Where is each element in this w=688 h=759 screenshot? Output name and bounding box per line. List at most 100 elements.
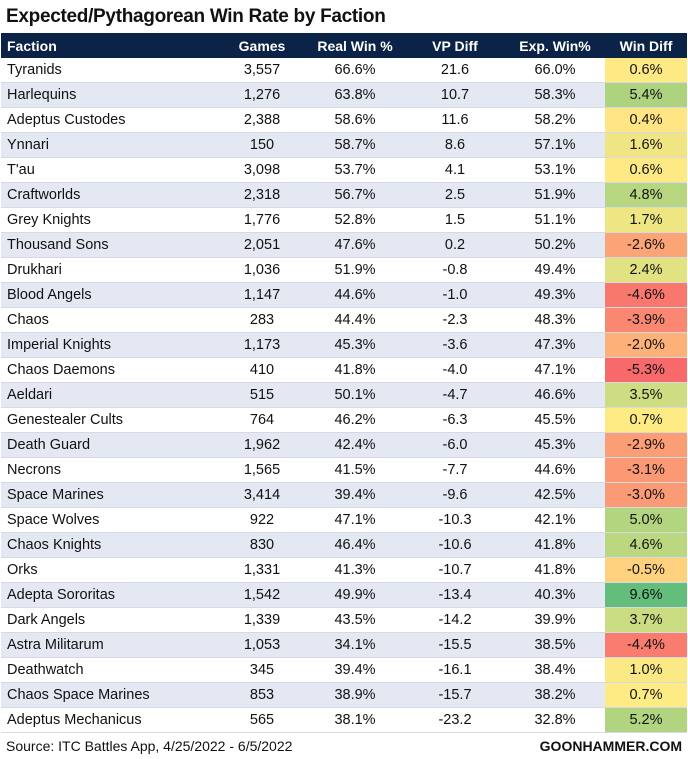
table-cell: -10.3 bbox=[405, 507, 505, 533]
table-cell: 53.7% bbox=[305, 157, 405, 183]
table-row: Chaos 283 44.4% -2.3 48.3% -3.9% bbox=[1, 307, 687, 333]
table-cell: 1,339 bbox=[219, 607, 305, 633]
table-cell: -1.0 bbox=[405, 282, 505, 308]
table-cell: 4.1 bbox=[405, 157, 505, 183]
table-cell: -3.9% bbox=[605, 307, 687, 333]
faction-cell: Necrons bbox=[1, 457, 219, 483]
table-cell: 66.6% bbox=[305, 58, 405, 83]
faction-cell: Genestealer Cults bbox=[1, 407, 219, 433]
faction-cell: Adepta Sororitas bbox=[1, 582, 219, 608]
table-cell: 46.6% bbox=[505, 382, 605, 408]
table-row: Dark Angels 1,339 43.5% -14.2 39.9% 3.7% bbox=[1, 607, 687, 633]
table-cell: 1,147 bbox=[219, 282, 305, 308]
table-cell: -7.7 bbox=[405, 457, 505, 483]
table-cell: 45.5% bbox=[505, 407, 605, 433]
table-row: T'au 3,098 53.7% 4.1 53.1% 0.6% bbox=[1, 157, 687, 183]
column-header: VP Diff bbox=[405, 33, 505, 58]
table-cell: 58.6% bbox=[305, 107, 405, 133]
table-cell: 1,776 bbox=[219, 207, 305, 233]
table-row: Grey Knights 1,776 52.8% 1.5 51.1% 1.7% bbox=[1, 207, 687, 233]
table-cell: 4.8% bbox=[605, 182, 687, 208]
table-cell: 51.9% bbox=[305, 257, 405, 283]
table-cell: 44.4% bbox=[305, 307, 405, 333]
table-cell: 1,542 bbox=[219, 582, 305, 608]
table-row: Adeptus Custodes 2,388 58.6% 11.6 58.2% 0.4% bbox=[1, 107, 687, 133]
table-cell: 48.3% bbox=[505, 307, 605, 333]
column-header: Games bbox=[219, 33, 305, 58]
table-row: Ynnari 150 58.7% 8.6 57.1% 1.6% bbox=[1, 132, 687, 158]
table-cell: 922 bbox=[219, 507, 305, 533]
faction-cell: Orks bbox=[1, 557, 219, 583]
table-cell: 47.1% bbox=[505, 357, 605, 383]
table-cell: 41.8% bbox=[505, 557, 605, 583]
table-cell: -0.5% bbox=[605, 557, 687, 583]
table-cell: -6.3 bbox=[405, 407, 505, 433]
table-cell: 345 bbox=[219, 657, 305, 683]
table-cell: 5.2% bbox=[605, 707, 687, 733]
table-cell: 515 bbox=[219, 382, 305, 408]
table-cell: 45.3% bbox=[305, 332, 405, 358]
table-cell: 49.4% bbox=[505, 257, 605, 283]
table-cell: -2.0% bbox=[605, 332, 687, 358]
table-cell: 40.3% bbox=[505, 582, 605, 608]
table-cell: 1,036 bbox=[219, 257, 305, 283]
table-cell: 32.8% bbox=[505, 707, 605, 733]
table-cell: 49.3% bbox=[505, 282, 605, 308]
faction-cell: Chaos Daemons bbox=[1, 357, 219, 383]
table-cell: 51.1% bbox=[505, 207, 605, 233]
table-cell: -14.2 bbox=[405, 607, 505, 633]
table-cell: -3.6 bbox=[405, 332, 505, 358]
table-row: Death Guard 1,962 42.4% -6.0 45.3% -2.9% bbox=[1, 432, 687, 458]
faction-cell: Space Marines bbox=[1, 482, 219, 508]
table-cell: 46.4% bbox=[305, 532, 405, 558]
table-cell: 38.9% bbox=[305, 682, 405, 708]
table-cell: 0.6% bbox=[605, 58, 687, 83]
table-cell: -3.1% bbox=[605, 457, 687, 483]
header-row: Faction Games Real Win % VP Diff Exp. Win% Wi… bbox=[1, 33, 687, 58]
faction-cell: Ynnari bbox=[1, 132, 219, 158]
table-cell: 10.7 bbox=[405, 82, 505, 108]
table-row: Space Marines 3,414 39.4% -9.6 42.5% -3.0% bbox=[1, 482, 687, 508]
table-cell: 47.1% bbox=[305, 507, 405, 533]
table-cell: -2.3 bbox=[405, 307, 505, 333]
table-cell: 41.3% bbox=[305, 557, 405, 583]
faction-cell: Chaos Space Marines bbox=[1, 682, 219, 708]
table-cell: -2.6% bbox=[605, 232, 687, 258]
table-cell: 2.4% bbox=[605, 257, 687, 283]
title: Expected/Pythagorean Win Rate by Faction bbox=[6, 6, 386, 27]
table-cell: 3,098 bbox=[219, 157, 305, 183]
table-cell: 38.5% bbox=[505, 632, 605, 658]
table-row: Adeptus Mechanicus 565 38.1% -23.2 32.8% 5.2% bbox=[1, 707, 687, 733]
table-cell: 44.6% bbox=[305, 282, 405, 308]
table-cell: -15.5 bbox=[405, 632, 505, 658]
table-row: Astra Militarum 1,053 34.1% -15.5 38.5% -4.4% bbox=[1, 632, 687, 658]
table-row: Chaos Space Marines 853 38.9% -15.7 38.2% 0.7… bbox=[1, 682, 687, 708]
table-cell: 41.5% bbox=[305, 457, 405, 483]
table-cell: 53.1% bbox=[505, 157, 605, 183]
table-cell: 47.3% bbox=[505, 332, 605, 358]
table-cell: 1.5 bbox=[405, 207, 505, 233]
table-cell: 39.9% bbox=[505, 607, 605, 633]
table: Faction Games Real Win % VP Diff Exp. Win% Wi… bbox=[1, 33, 687, 733]
table-cell: 1,962 bbox=[219, 432, 305, 458]
faction-cell: Thousand Sons bbox=[1, 232, 219, 258]
faction-cell: Craftworlds bbox=[1, 182, 219, 208]
table-cell: 11.6 bbox=[405, 107, 505, 133]
faction-cell: Tyranids bbox=[1, 58, 219, 83]
table-row: Tyranids 3,557 66.6% 21.6 66.0% 0.6% bbox=[1, 58, 687, 83]
table-cell: 1,276 bbox=[219, 82, 305, 108]
table-cell: 1.7% bbox=[605, 207, 687, 233]
column-header: Faction bbox=[1, 33, 219, 58]
table-cell: 39.4% bbox=[305, 657, 405, 683]
table-cell: 5.0% bbox=[605, 507, 687, 533]
table-row: Harlequins 1,276 63.8% 10.7 58.3% 5.4% bbox=[1, 82, 687, 108]
table-cell: 38.4% bbox=[505, 657, 605, 683]
table-cell: 4.6% bbox=[605, 532, 687, 558]
table-cell: 21.6 bbox=[405, 58, 505, 83]
source: Source: ITC Battles App, 4/25/2022 - 6/5… bbox=[6, 738, 293, 754]
table-cell: 50.1% bbox=[305, 382, 405, 408]
table-cell: -9.6 bbox=[405, 482, 505, 508]
table-row: Drukhari 1,036 51.9% -0.8 49.4% 2.4% bbox=[1, 257, 687, 283]
table-cell: 42.4% bbox=[305, 432, 405, 458]
